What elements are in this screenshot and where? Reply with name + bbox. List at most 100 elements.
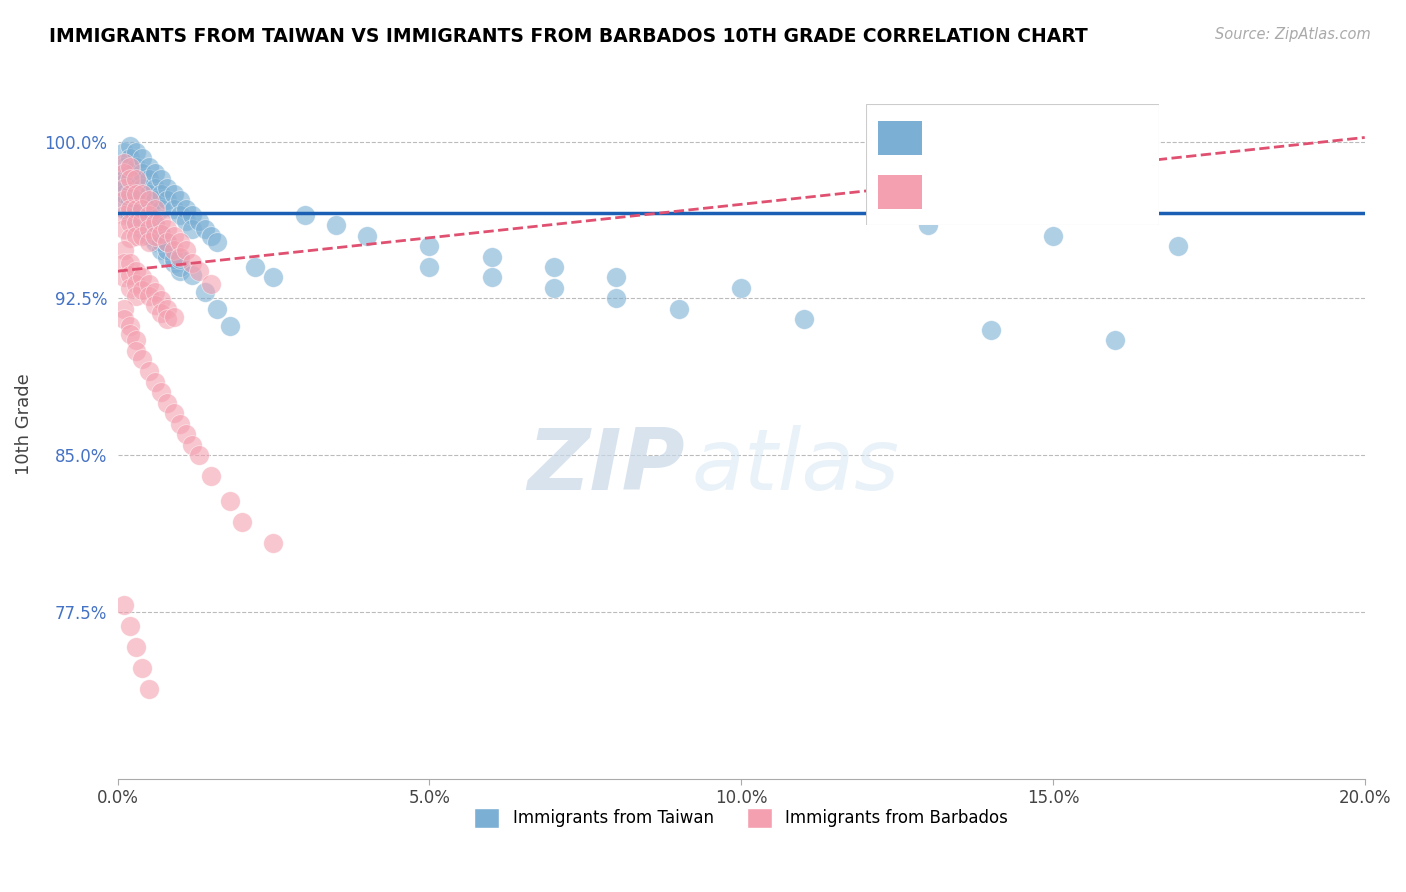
Point: [174, 244, 197, 258]
Point: [156, 312, 179, 326]
Point: [169, 260, 191, 274]
Point: [138, 682, 160, 697]
Point: [169, 208, 191, 222]
Point: [294, 208, 316, 222]
Point: [131, 166, 153, 180]
Point: [118, 326, 141, 341]
Point: [125, 193, 148, 207]
Point: [112, 193, 135, 207]
Point: [187, 214, 209, 228]
Point: [143, 218, 166, 232]
Point: [262, 270, 284, 285]
Point: [543, 260, 565, 274]
Point: [143, 166, 166, 180]
Point: [131, 214, 153, 228]
Point: [163, 202, 186, 216]
Point: [118, 172, 141, 186]
Point: [125, 172, 148, 186]
Point: [138, 222, 160, 236]
Point: [112, 256, 135, 270]
Point: [481, 250, 503, 264]
Point: [143, 375, 166, 389]
Point: [605, 270, 627, 285]
Point: [163, 310, 186, 325]
Point: [668, 301, 690, 316]
Point: [118, 318, 141, 333]
Point: [163, 252, 186, 266]
Point: [118, 216, 141, 230]
Point: [112, 180, 135, 194]
Point: [143, 227, 166, 241]
Point: [150, 227, 173, 241]
Point: [1042, 228, 1064, 243]
Point: [138, 289, 160, 303]
Point: [112, 186, 135, 201]
Point: [138, 235, 160, 249]
Point: [163, 228, 186, 243]
Point: [169, 193, 191, 207]
Point: [131, 202, 153, 216]
Point: [243, 260, 266, 274]
Point: [325, 218, 347, 232]
Point: [125, 289, 148, 303]
Point: [118, 160, 141, 174]
Point: [118, 268, 141, 283]
Point: [156, 396, 179, 410]
Point: [143, 285, 166, 299]
Point: [169, 417, 191, 431]
Text: IMMIGRANTS FROM TAIWAN VS IMMIGRANTS FROM BARBADOS 10TH GRADE CORRELATION CHART: IMMIGRANTS FROM TAIWAN VS IMMIGRANTS FRO…: [49, 27, 1088, 45]
Point: [150, 306, 173, 320]
Point: [143, 298, 166, 312]
Point: [730, 281, 752, 295]
Point: [112, 312, 135, 326]
Point: [112, 145, 135, 160]
Point: [112, 172, 135, 186]
Point: [118, 231, 141, 245]
Point: [187, 264, 209, 278]
Point: [150, 244, 173, 258]
Point: [118, 152, 141, 166]
Point: [131, 283, 153, 297]
Point: [156, 222, 179, 236]
Point: [125, 277, 148, 291]
Point: [156, 301, 179, 316]
Point: [169, 235, 191, 249]
Point: [174, 427, 197, 442]
Point: [138, 172, 160, 186]
Point: [150, 235, 173, 249]
Point: [605, 291, 627, 305]
Point: [156, 244, 179, 258]
Point: [156, 235, 179, 249]
Point: [112, 270, 135, 285]
Point: [131, 351, 153, 366]
Point: [112, 599, 135, 613]
Point: [112, 186, 135, 201]
Point: [169, 264, 191, 278]
Point: [112, 177, 135, 191]
Point: [156, 180, 179, 194]
Point: [200, 277, 222, 291]
Point: [138, 364, 160, 378]
Point: [112, 202, 135, 216]
Point: [118, 193, 141, 207]
Point: [156, 235, 179, 249]
Point: [131, 270, 153, 285]
Point: [125, 160, 148, 174]
Point: [481, 270, 503, 285]
Point: [112, 222, 135, 236]
Point: [150, 214, 173, 228]
Point: [163, 186, 186, 201]
Point: [231, 515, 253, 529]
Point: [131, 222, 153, 236]
Point: [418, 260, 440, 274]
Point: [181, 268, 204, 283]
Point: [138, 228, 160, 243]
Point: [125, 186, 148, 201]
Point: [138, 160, 160, 174]
Y-axis label: 10th Grade: 10th Grade: [15, 373, 32, 475]
Point: [262, 536, 284, 550]
Point: [418, 239, 440, 253]
Point: [125, 145, 148, 160]
Point: [1167, 239, 1189, 253]
Point: [138, 193, 160, 207]
